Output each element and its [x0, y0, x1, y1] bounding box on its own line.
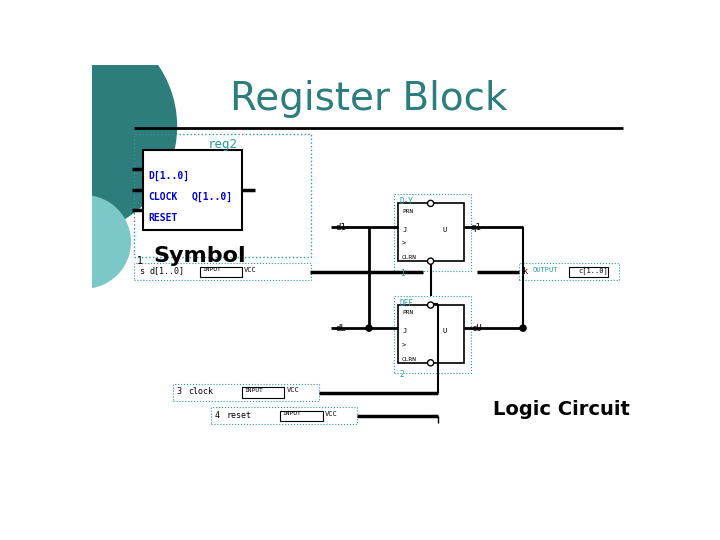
- Bar: [398, 204, 464, 261]
- Bar: [281, 410, 323, 421]
- Text: d1: d1: [335, 222, 346, 232]
- Circle shape: [428, 200, 433, 206]
- Text: INPUT: INPUT: [202, 267, 220, 272]
- Text: reset: reset: [227, 410, 251, 420]
- Text: Register Block: Register Block: [230, 80, 508, 118]
- Text: s: s: [140, 267, 145, 275]
- Text: CLRN: CLRN: [402, 356, 417, 362]
- Text: 1: 1: [137, 256, 143, 266]
- Text: PRN: PRN: [402, 310, 413, 315]
- Text: VCC: VCC: [287, 387, 300, 394]
- Circle shape: [428, 258, 433, 264]
- Text: k: k: [523, 267, 528, 275]
- Text: q1: q1: [471, 222, 482, 232]
- Bar: [143, 150, 242, 231]
- Bar: [134, 264, 311, 280]
- Text: DFF: DFF: [400, 299, 414, 308]
- Text: U: U: [442, 226, 446, 233]
- Text: dL: dL: [335, 325, 346, 333]
- Text: OUTPUT: OUTPUT: [532, 267, 558, 273]
- Text: U: U: [442, 328, 446, 334]
- Bar: [199, 267, 242, 278]
- Bar: [570, 267, 608, 278]
- Text: VCC: VCC: [244, 267, 257, 273]
- Bar: [398, 305, 464, 363]
- Circle shape: [366, 325, 372, 331]
- Circle shape: [0, 18, 176, 234]
- Text: D[1..0]: D[1..0]: [148, 171, 189, 181]
- Text: Symbol: Symbol: [153, 246, 246, 266]
- Circle shape: [520, 325, 526, 331]
- Text: D-Y: D-Y: [400, 197, 414, 206]
- Circle shape: [38, 195, 130, 288]
- Text: CLRN: CLRN: [402, 255, 417, 260]
- Bar: [173, 384, 319, 401]
- Circle shape: [428, 360, 433, 366]
- Text: J: J: [402, 226, 406, 233]
- Text: Q[1..0]: Q[1..0]: [192, 192, 233, 202]
- Bar: [134, 134, 311, 257]
- Text: VCC: VCC: [325, 410, 338, 416]
- Text: INPUT: INPUT: [283, 411, 302, 416]
- Bar: [242, 387, 284, 398]
- Text: 3: 3: [176, 387, 181, 396]
- Bar: [211, 408, 357, 424]
- Text: Logic Circuit: Logic Circuit: [493, 400, 630, 419]
- Text: 1: 1: [400, 269, 405, 278]
- Text: cU: cU: [471, 325, 482, 333]
- Text: d[1..0]: d[1..0]: [150, 267, 184, 275]
- Text: reg2: reg2: [207, 138, 238, 151]
- Text: 4: 4: [215, 410, 220, 420]
- Bar: [395, 194, 472, 271]
- Text: CLOCK: CLOCK: [148, 192, 177, 202]
- Text: J: J: [402, 328, 406, 334]
- Text: >: >: [402, 240, 406, 246]
- Text: PRN: PRN: [402, 209, 413, 214]
- Text: INPUT: INPUT: [244, 388, 263, 393]
- Circle shape: [428, 302, 433, 308]
- Bar: [395, 296, 472, 373]
- Text: c[1..0]: c[1..0]: [578, 267, 608, 274]
- Text: clock: clock: [188, 387, 213, 396]
- Bar: [519, 264, 619, 280]
- Text: >: >: [402, 342, 406, 348]
- Text: RESET: RESET: [148, 213, 177, 222]
- Text: 2: 2: [400, 370, 405, 380]
